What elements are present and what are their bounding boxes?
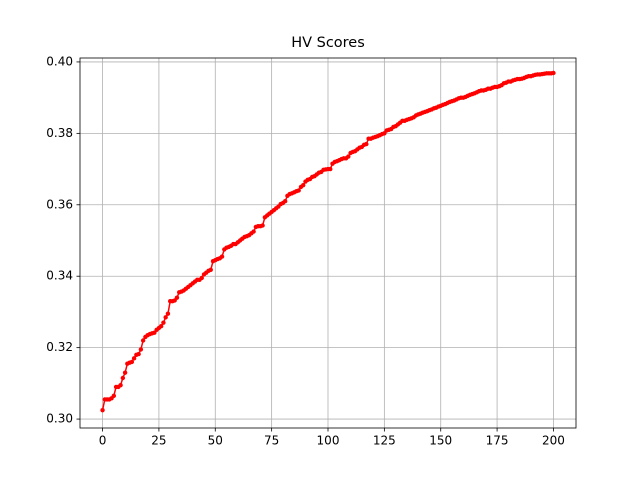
y-tick-label: 0.40 <box>46 54 73 68</box>
marker <box>260 223 265 228</box>
marker <box>165 311 171 316</box>
marker <box>282 199 288 204</box>
marker <box>208 267 213 272</box>
x-tick-label: 150 <box>429 434 452 448</box>
marker <box>346 154 351 159</box>
x-tick-label: 25 <box>151 434 166 448</box>
marker <box>551 70 556 76</box>
marker <box>296 188 301 193</box>
chart-title: HV Scores <box>291 35 365 51</box>
y-tick-label: 0.32 <box>46 340 73 354</box>
x-tick-label: 100 <box>317 434 340 448</box>
y-tick-label: 0.34 <box>46 269 73 283</box>
marker <box>161 320 166 325</box>
x-tick-label: 50 <box>208 434 223 448</box>
marker <box>138 347 144 352</box>
marker <box>174 295 180 300</box>
marker <box>364 141 369 147</box>
marker <box>163 315 168 320</box>
marker <box>136 351 141 357</box>
y-tick-label: 0.36 <box>46 197 73 211</box>
marker <box>129 359 135 365</box>
marker <box>301 182 306 188</box>
marker <box>111 393 117 399</box>
y-tick-label: 0.30 <box>46 412 73 426</box>
x-tick-label: 0 <box>99 434 107 448</box>
x-tick-label: 75 <box>264 434 279 448</box>
marker <box>100 407 105 413</box>
y-tick-label: 0.38 <box>46 126 73 140</box>
marker <box>140 338 146 343</box>
marker <box>328 166 333 172</box>
marker <box>251 229 256 234</box>
x-tick-label: 200 <box>542 434 565 448</box>
marker <box>131 356 137 361</box>
marker <box>219 254 225 259</box>
x-tick-label: 125 <box>373 434 396 448</box>
marker <box>199 275 204 281</box>
plot-frame <box>79 57 577 429</box>
x-tick-label: 175 <box>486 434 509 448</box>
marker <box>120 375 126 381</box>
marker <box>118 382 123 388</box>
marker <box>158 324 164 329</box>
marker <box>122 370 128 375</box>
